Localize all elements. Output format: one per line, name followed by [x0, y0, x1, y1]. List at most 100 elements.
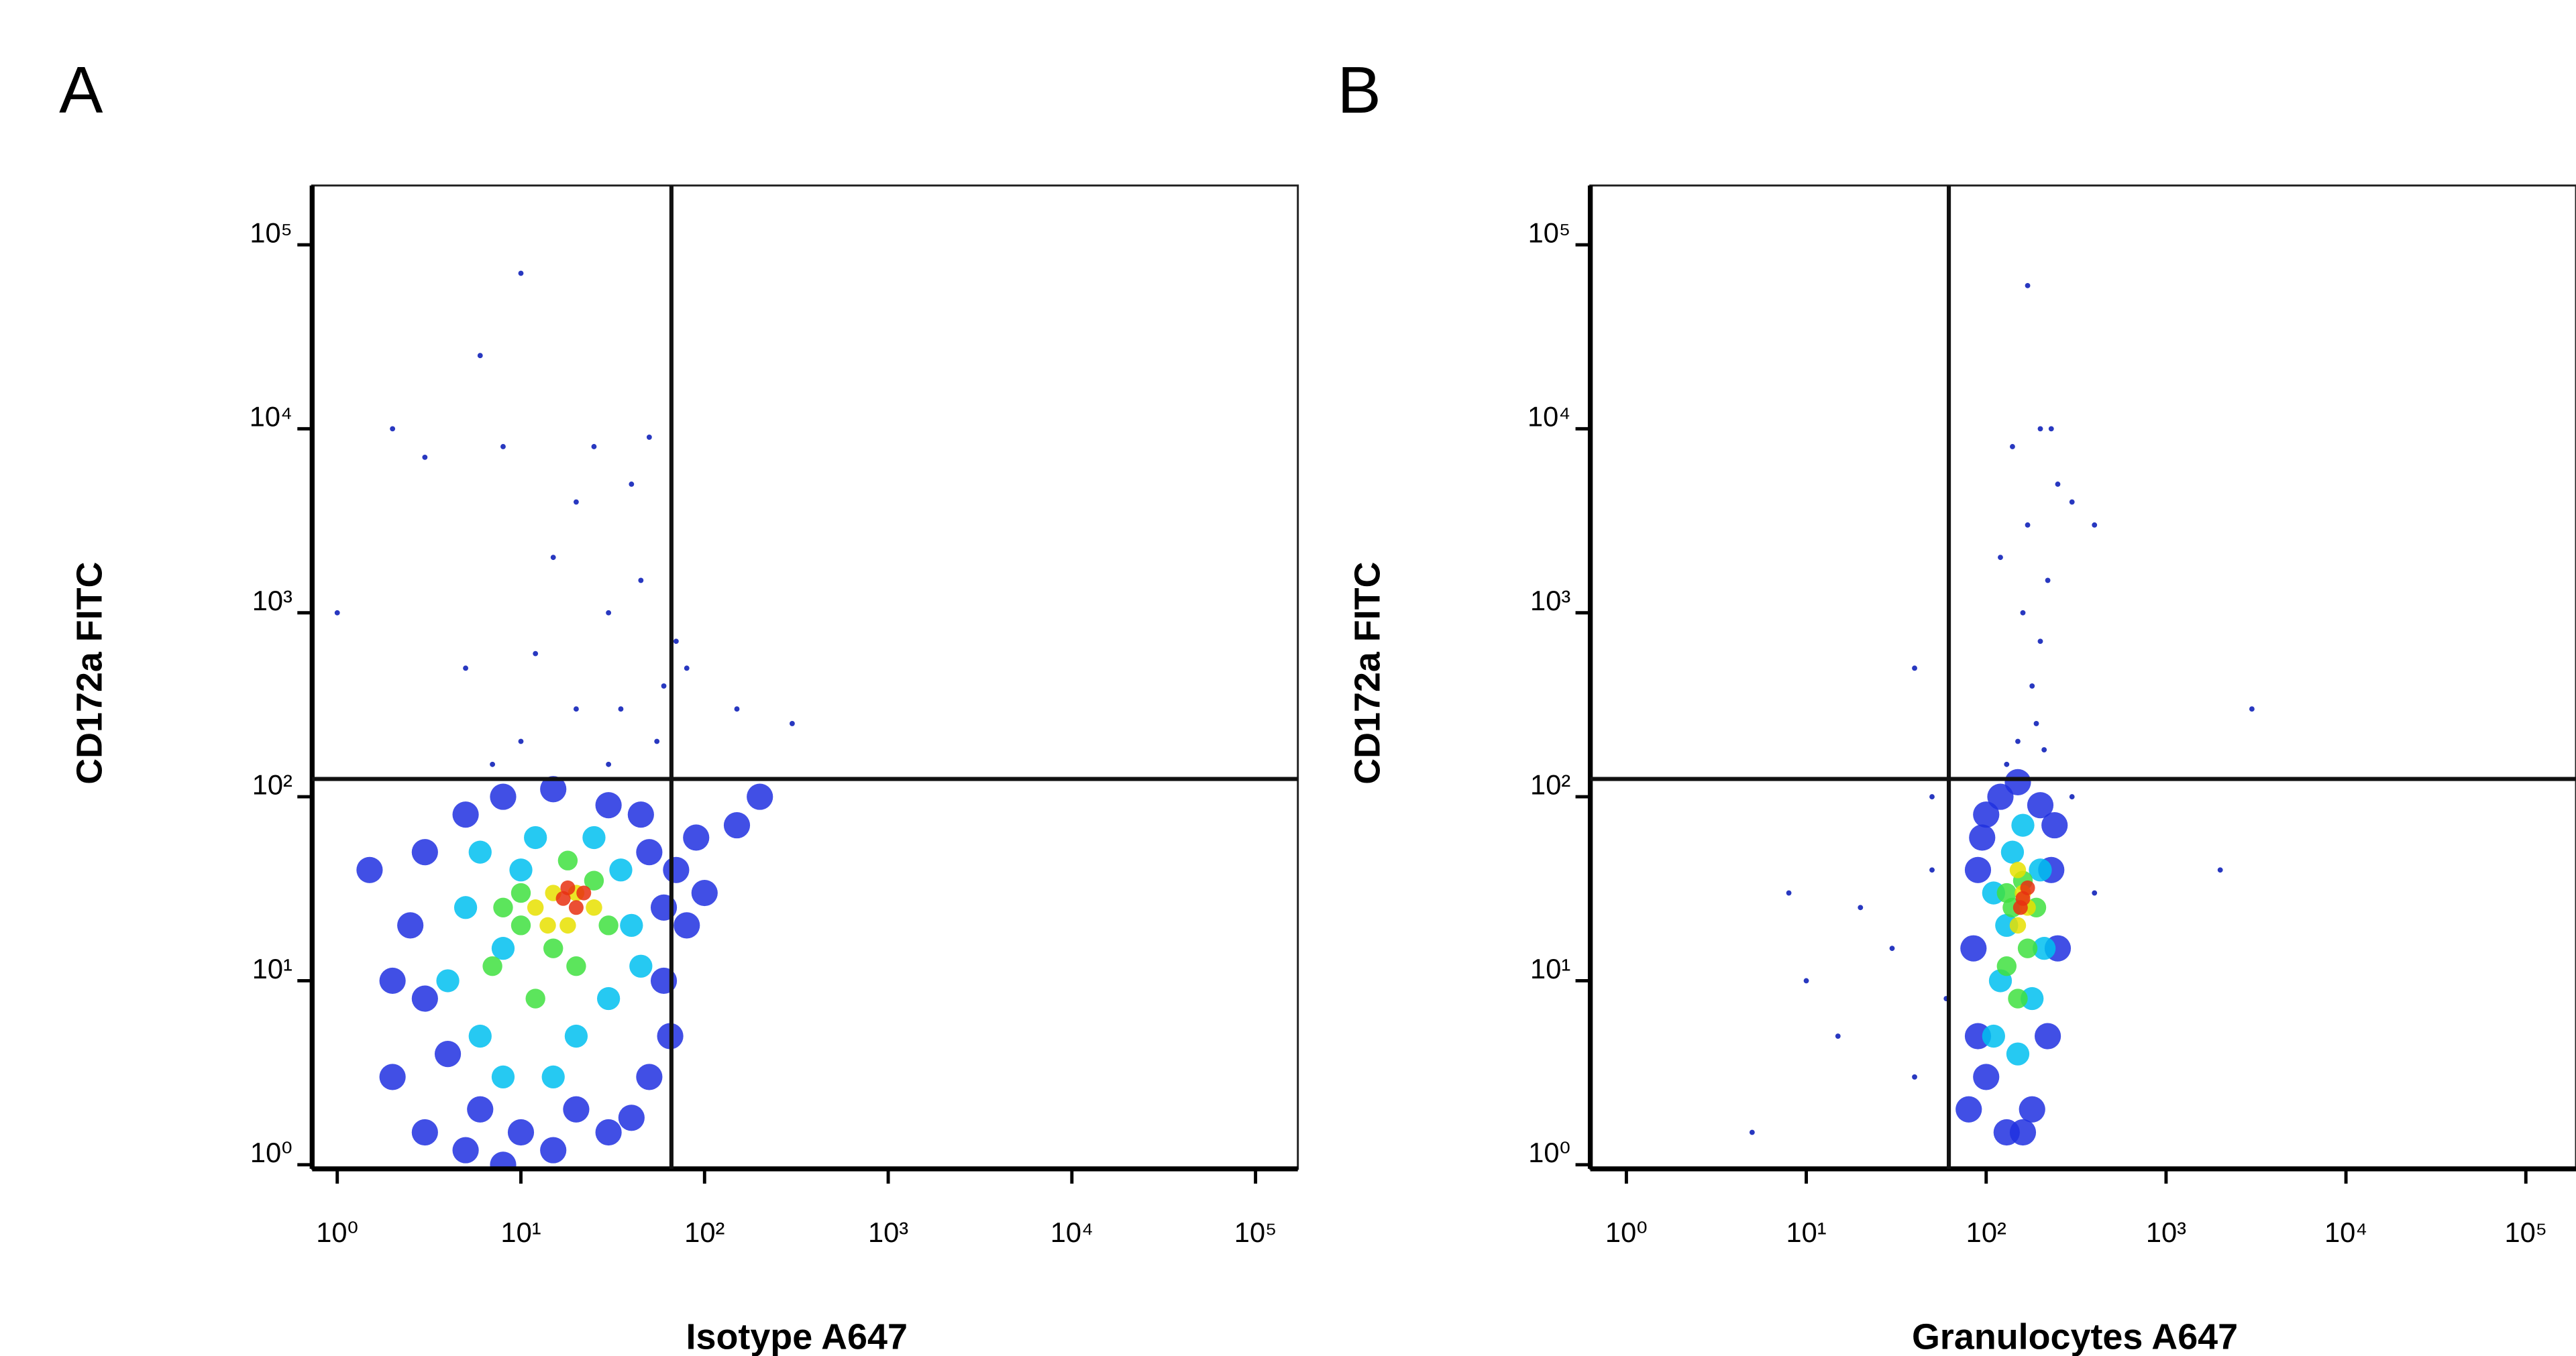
- point: [539, 917, 556, 934]
- point: [2092, 522, 2098, 528]
- point: [609, 858, 633, 882]
- point: [1982, 1024, 2005, 1048]
- point: [468, 1024, 492, 1048]
- point: [527, 899, 544, 916]
- point: [620, 913, 643, 938]
- point: [1858, 905, 1864, 911]
- point: [595, 792, 622, 819]
- point: [1889, 946, 1895, 952]
- x-tick-label: 10¹: [1786, 1217, 1827, 1248]
- point: [2037, 638, 2043, 644]
- point: [596, 986, 621, 1011]
- points: [1749, 282, 2255, 1146]
- point: [573, 706, 579, 712]
- y-tick-label: 10⁴: [250, 401, 292, 433]
- point: [533, 651, 539, 657]
- point: [411, 1119, 438, 1146]
- point: [509, 858, 533, 882]
- panel: A 10⁰ 10¹ 10² 10³ 10⁴ 10⁵ 10⁰ 10¹ 10² 10³ 10⁴ 10⁵ Iso…: [59, 53, 1299, 1356]
- point: [638, 577, 644, 583]
- point: [2249, 706, 2255, 712]
- point: [390, 426, 396, 432]
- point: [1964, 856, 1992, 883]
- point: [2041, 812, 2068, 839]
- x-tick-label: 10²: [684, 1217, 724, 1248]
- point: [2069, 794, 2075, 800]
- x-tick-label: 10³: [868, 1217, 908, 1248]
- point: [2009, 1119, 2037, 1146]
- point: [673, 638, 679, 644]
- y-tick-label: 10³: [252, 585, 292, 616]
- point: [586, 899, 602, 916]
- point: [511, 883, 531, 903]
- x-tick-label: 10⁴: [1051, 1217, 1093, 1248]
- point: [2010, 444, 2015, 449]
- point: [573, 499, 579, 505]
- point: [1955, 1096, 1982, 1123]
- plot-frame: [311, 184, 1299, 1170]
- point: [636, 1064, 663, 1090]
- point: [598, 915, 619, 936]
- point: [734, 706, 740, 712]
- point: [1960, 935, 1987, 962]
- point: [2027, 792, 2054, 819]
- panel: B 10⁰ 10¹ 10² 10³ 10⁴ 10⁵ 10⁰ 10¹ 10² 10³ 10⁴ 10⁵ Gra…: [1337, 53, 2576, 1356]
- point: [541, 1065, 565, 1089]
- point: [560, 880, 576, 895]
- point: [540, 1137, 567, 1164]
- y-axis-label: CD172a FITC: [69, 562, 109, 785]
- point: [2037, 426, 2043, 432]
- point: [568, 900, 584, 915]
- point: [2025, 282, 2031, 288]
- y-tick-label: 10⁰: [1528, 1137, 1570, 1168]
- point: [467, 1096, 494, 1123]
- point: [627, 801, 654, 828]
- x-tick-label: 10⁵: [1234, 1217, 1277, 1248]
- point: [654, 738, 660, 744]
- y-tick-label: 10²: [1530, 769, 1570, 800]
- point: [2055, 482, 2061, 487]
- point: [334, 610, 340, 616]
- point: [723, 812, 751, 839]
- point: [557, 850, 578, 870]
- x-tick-label: 10¹: [500, 1217, 541, 1248]
- point: [2006, 1042, 2030, 1066]
- point: [411, 985, 438, 1012]
- point: [591, 444, 597, 449]
- point: [1969, 824, 1996, 851]
- y-tick-label: 10¹: [1530, 953, 1570, 984]
- point: [2041, 747, 2047, 752]
- point: [1912, 1074, 1917, 1080]
- point: [500, 444, 506, 449]
- point: [663, 856, 690, 883]
- point: [595, 1119, 622, 1146]
- point: [618, 1105, 645, 1131]
- point: [436, 969, 460, 993]
- point: [2217, 867, 2223, 873]
- point: [490, 783, 517, 810]
- point: [1973, 1064, 2000, 1090]
- point: [2008, 988, 2028, 1009]
- x-axis-label: Isotype A647: [686, 1317, 908, 1356]
- point: [661, 683, 667, 689]
- point: [482, 956, 502, 976]
- x-tick-label: 10²: [1966, 1217, 2006, 1248]
- point: [559, 917, 576, 934]
- point: [2015, 738, 2021, 744]
- point: [490, 1151, 517, 1169]
- panel-label: B: [1337, 53, 1381, 127]
- point: [540, 776, 567, 803]
- point: [2009, 917, 2027, 934]
- point: [518, 738, 524, 744]
- point: [468, 840, 492, 864]
- point: [646, 435, 652, 440]
- y-tick-label: 10⁴: [1527, 401, 1570, 433]
- point: [2033, 721, 2039, 726]
- point: [411, 839, 438, 866]
- point: [606, 610, 612, 616]
- y-tick-label: 10⁵: [250, 217, 292, 248]
- point: [2020, 880, 2035, 895]
- point: [525, 988, 545, 1009]
